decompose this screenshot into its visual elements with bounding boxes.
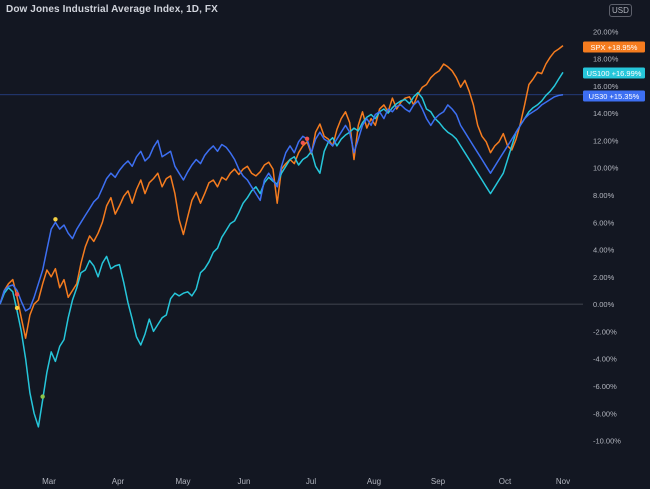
y-tick-label: -10.00%	[593, 437, 621, 446]
y-tick-label: -8.00%	[593, 409, 617, 418]
event-marker[interactable]	[14, 292, 20, 297]
series-line-us30[interactable]	[0, 93, 564, 312]
x-axis: Mar Apr May Jun Jul Aug Sep Oct Nov	[42, 477, 570, 486]
price-badges: SPX +18.95% US100 +16.99% US30 +15.35%	[583, 41, 645, 102]
price-badge: SPX +18.95%	[583, 41, 645, 53]
x-tick-label: Aug	[367, 477, 381, 486]
chart-title: Dow Jones Industrial Average Index, 1D, …	[6, 4, 218, 15]
y-tick-label: 14.00%	[593, 109, 619, 118]
y-tick-label: 12.00%	[593, 136, 619, 145]
y-tick-label: -6.00%	[593, 382, 617, 391]
event-marker[interactable]	[40, 394, 45, 399]
y-tick-label: 6.00%	[593, 218, 615, 227]
x-tick-label: Oct	[499, 477, 512, 486]
price-badge-label: US30 +15.35%	[589, 92, 640, 101]
y-tick-label: -2.00%	[593, 327, 617, 336]
y-tick-label: 8.00%	[593, 191, 615, 200]
markers-layer	[14, 136, 310, 399]
y-axis: 20.00% 18.00% 16.00% 14.00% 12.00% 10.00% 8.00…	[593, 27, 621, 445]
event-marker[interactable]	[14, 305, 20, 311]
y-tick-label: 20.00%	[593, 27, 619, 36]
y-tick-label: 18.00%	[593, 55, 619, 64]
y-tick-label: 0.00%	[593, 300, 615, 309]
reference-lines	[0, 94, 583, 305]
x-tick-label: Apr	[112, 477, 125, 486]
price-badge-label: SPX +18.95%	[591, 43, 638, 52]
y-tick-label: 10.00%	[593, 164, 619, 173]
currency-label[interactable]: USD	[609, 4, 632, 17]
x-tick-label: Nov	[556, 477, 570, 486]
price-badge: US30 +15.35%	[583, 90, 645, 102]
event-marker[interactable]	[300, 140, 306, 146]
series-line-spx[interactable]	[0, 45, 564, 339]
y-tick-label: 2.00%	[593, 273, 615, 282]
event-marker[interactable]	[53, 217, 58, 222]
x-tick-label: Jun	[238, 477, 251, 486]
x-tick-label: Mar	[42, 477, 56, 486]
price-badge: US100 +16.99%	[583, 67, 645, 79]
series-line-us100[interactable]	[0, 71, 564, 428]
price-badge-label: US100 +16.99%	[587, 69, 642, 78]
y-tick-label: 4.00%	[593, 246, 615, 255]
y-tick-label: 16.00%	[593, 82, 619, 91]
x-tick-label: Sep	[431, 477, 446, 486]
event-marker[interactable]	[304, 136, 310, 141]
y-tick-label: -4.00%	[593, 355, 617, 364]
x-tick-label: May	[175, 477, 190, 486]
x-tick-label: Jul	[306, 477, 316, 486]
series-layer	[0, 45, 564, 428]
